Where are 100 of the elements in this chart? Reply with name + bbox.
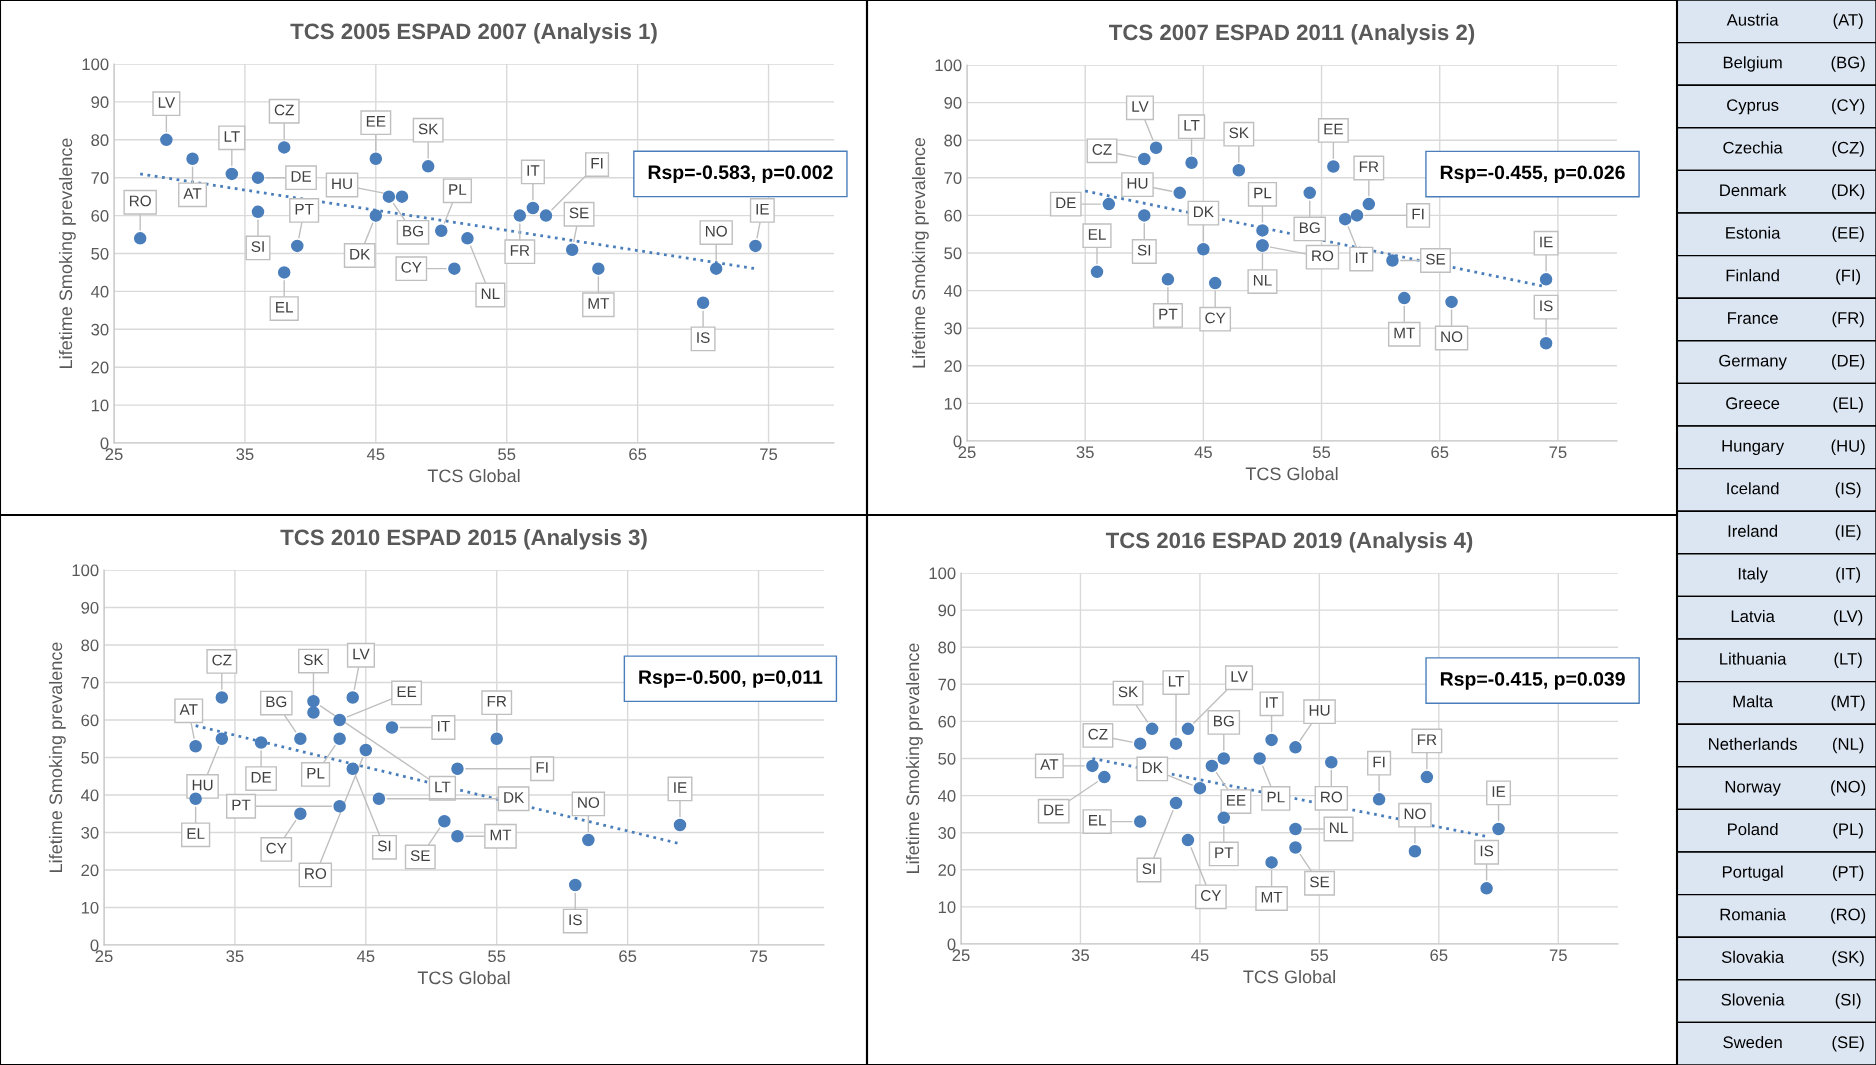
annotation: AT (1040, 759, 1059, 770)
text: Czechia (1723, 141, 1783, 154)
y-tick-label: 0 (100, 437, 109, 450)
annotation: FR (510, 245, 530, 256)
y-tick-label: 30 (938, 827, 956, 839)
chart-title: TCS 2016 ESPAD 2019 (Analysis 4) (1105, 531, 1473, 553)
y-tick-label: 60 (938, 715, 956, 728)
text: (IT) (1836, 567, 1861, 583)
y-tick-label: 20 (938, 864, 956, 876)
annotation: MT (490, 829, 512, 841)
annotation: CZ (212, 654, 232, 666)
annotation: SK (418, 123, 439, 135)
annotation: IE (1540, 236, 1553, 248)
text: (DE) (1832, 354, 1865, 370)
text: (CZ) (1832, 141, 1864, 157)
annotation: LV (353, 648, 370, 660)
y-tick-label: 60 (81, 714, 99, 727)
chart-title: TCS 2005 ESPAD 2007 (Analysis 1) (290, 22, 657, 44)
annotation: LV (1231, 671, 1248, 682)
text: (AT) (1833, 13, 1863, 30)
annotation: CY (266, 842, 287, 854)
annotation: SE (1426, 253, 1446, 265)
annotation: CZ (274, 104, 294, 116)
y-tick-label: 100 (935, 59, 962, 72)
text: Finland (1726, 269, 1779, 282)
x-tick-label: 75 (1549, 949, 1567, 962)
y-tick-label: 70 (944, 172, 962, 184)
annotation: EL (187, 828, 205, 839)
y-tick-label: 80 (938, 641, 956, 654)
y-tick-label: 40 (937, 790, 956, 802)
annotation: FR (1359, 161, 1379, 172)
annotation: RO (129, 195, 151, 207)
annotation: NO (578, 797, 600, 808)
annotation: CY (1205, 312, 1226, 324)
annotation: IS (1540, 300, 1553, 312)
y-tick-label: 40 (80, 789, 99, 802)
annotation: SE (1310, 876, 1330, 888)
annotation: PL (449, 184, 467, 195)
text: (PT) (1832, 865, 1864, 882)
annotation: EE (366, 116, 386, 127)
x-tick-label: 25 (95, 950, 113, 963)
annotation: PL (1254, 187, 1272, 199)
annotation: DE (1056, 197, 1076, 209)
x-tick-label: 25 (952, 949, 970, 962)
y-tick-label: 80 (81, 639, 99, 652)
annotation: DE (291, 171, 312, 182)
y-tick-label: 0 (953, 435, 962, 448)
annotation: EL (276, 302, 294, 313)
annotation: IS (1480, 845, 1494, 857)
annotation: IE (674, 782, 687, 793)
y-tick-label: 30 (91, 323, 109, 336)
annotation: EL (1088, 229, 1106, 240)
annotation: SE (410, 850, 430, 862)
y-tick-label: 80 (944, 134, 962, 147)
annotation: FI (1373, 756, 1385, 768)
x-tick-label: 45 (1191, 949, 1209, 962)
annotation: LT (435, 781, 451, 793)
text: Slovakia (1721, 950, 1785, 963)
annotation: IT (1266, 697, 1279, 708)
y-tick-label: 90 (938, 604, 956, 617)
annotation: LV (158, 97, 176, 108)
x-tick-label: 45 (356, 950, 375, 963)
y-axis-title: Lifetime Smoking prevalence (48, 642, 66, 872)
annotation: IE (1492, 786, 1506, 797)
annotation: NO (705, 225, 727, 237)
annotation: LT (1184, 120, 1200, 131)
y-tick-label: 60 (944, 209, 962, 222)
x-tick-label: 35 (1076, 446, 1094, 459)
y-tick-label: 50 (81, 751, 99, 764)
x-tick-label: 25 (105, 448, 123, 461)
x-axis-title: TCS Global (1245, 466, 1338, 481)
annotation: HU (1127, 178, 1148, 189)
annotation: BG (1214, 715, 1234, 727)
annotation: BG (1299, 222, 1320, 234)
annotation: SE (569, 207, 589, 219)
x-tick-label: 55 (488, 950, 506, 963)
x-tick-label: 75 (760, 448, 778, 461)
annotation: CY (401, 261, 422, 273)
x-tick-label: 45 (1194, 446, 1212, 459)
text: (HU) (1831, 439, 1865, 456)
text: (SE) (1832, 1035, 1864, 1052)
y-tick-label: 100 (72, 564, 99, 577)
annotation: IS (697, 332, 710, 343)
text: (FI) (1836, 269, 1861, 285)
x-tick-label: 75 (1549, 446, 1567, 459)
y-axis-title: Lifetime Smoking prevalence (911, 137, 929, 368)
y-tick-label: 100 (929, 567, 956, 580)
annotation: PL (1267, 791, 1285, 803)
annotation: MT (1394, 327, 1415, 339)
text: Greece (1726, 397, 1780, 410)
y-tick-label: 90 (91, 96, 109, 109)
annotation: SK (1118, 686, 1139, 698)
annotation: LV (1132, 101, 1149, 112)
annotation: RO (1312, 250, 1334, 262)
annotation: CZ (1088, 728, 1108, 740)
text: Netherlands (1709, 737, 1797, 750)
annotation: FI (1412, 208, 1424, 220)
text: Romania (1720, 908, 1786, 921)
annotation: PT (1159, 308, 1178, 320)
y-tick-label: 10 (81, 901, 99, 914)
